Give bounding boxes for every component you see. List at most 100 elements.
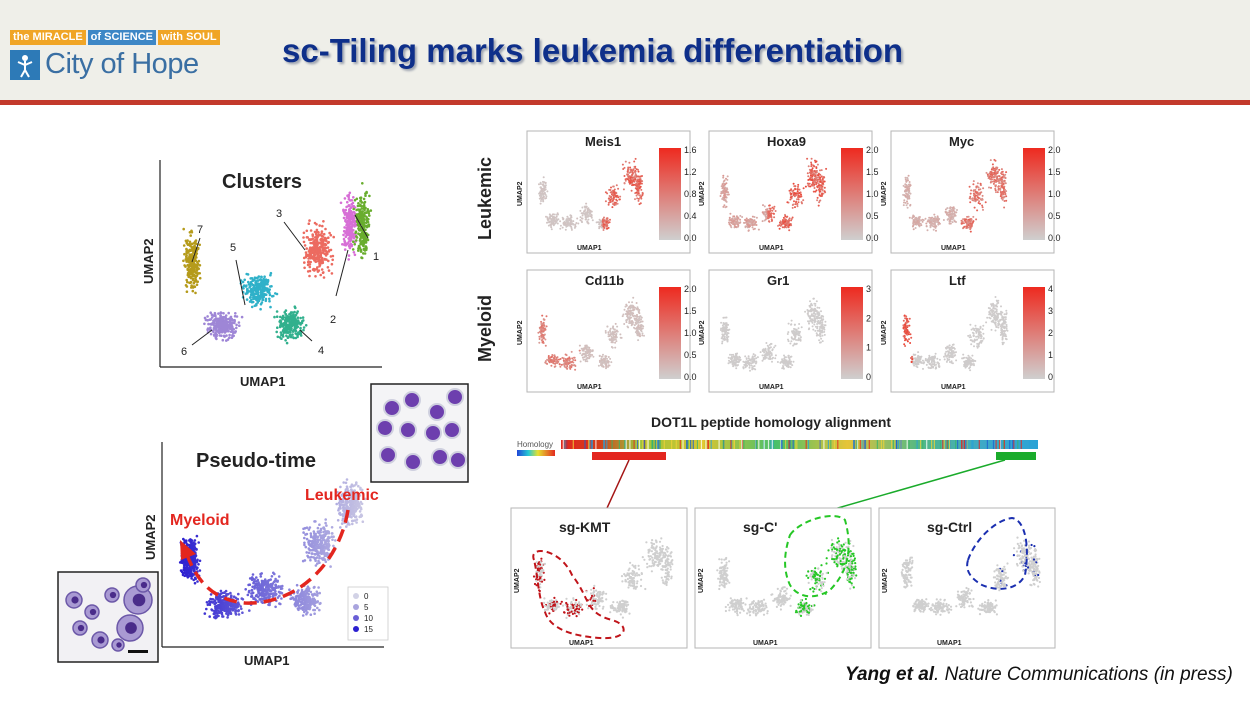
- myeloid-label: Myeloid: [170, 512, 230, 529]
- pseudotime-legend: 0 5 10 15: [347, 586, 389, 641]
- legend-0: 0: [364, 592, 369, 601]
- axis-x-label: UMAP1: [759, 245, 784, 252]
- scale-tick: 1: [1048, 350, 1053, 360]
- gene-label: Cd11b: [585, 273, 624, 288]
- scale-tick: 1.5: [684, 306, 697, 316]
- axis-x-label: UMAP1: [941, 384, 966, 391]
- scale-tick: 0.0: [684, 372, 697, 382]
- axis-y-label: UMAP2: [517, 320, 524, 345]
- gene-label: Hoxa9: [767, 134, 806, 149]
- color-scale: [841, 287, 863, 379]
- cluster-leader-lines: [191, 214, 369, 346]
- cluster-label-4: 4: [318, 345, 324, 357]
- alignment-title: DOT1L peptide homology alignment: [651, 414, 891, 430]
- axis-x-label: UMAP1: [569, 640, 594, 647]
- enrichment-outline: [966, 516, 1028, 590]
- cluster-label-5: 5: [230, 242, 236, 254]
- enrichment-outline: [784, 515, 850, 598]
- scale-tick: 2.0: [1048, 145, 1061, 155]
- gene-label: Gr1: [767, 273, 789, 288]
- homology-track: [561, 440, 1038, 449]
- row-label-leukemic: Leukemic: [475, 157, 495, 240]
- axis-x-label: UMAP1: [759, 384, 784, 391]
- axis-x-label: UMAP1: [937, 640, 962, 647]
- homology-scale: [517, 450, 555, 456]
- sg-label: sg-Ctrl: [927, 519, 972, 535]
- scale-tick: 1.0: [866, 189, 879, 199]
- feature-plots: Meis1 1.6 1.2 0.8 0.4 0.0 UMAP1 UMAP2 Hoxa9 2.0 1.…: [517, 130, 1061, 393]
- sg-plot-3: sg-Ctrl UMAP1 UMAP2: [878, 507, 1056, 649]
- logo-brand: City of Hope: [45, 48, 199, 80]
- axis-y-label: UMAP2: [514, 568, 521, 593]
- scale-tick: 0: [1048, 372, 1053, 382]
- myeloid-cell-image: [57, 571, 159, 663]
- enrichment-outline: [532, 550, 625, 640]
- cluster-label-3: 3: [276, 208, 282, 220]
- scale-tick: 3: [866, 284, 871, 294]
- leukemic-label: Leukemic: [305, 487, 379, 504]
- axis-y-label: UMAP2: [698, 568, 705, 593]
- axis-x-label: UMAP1: [941, 245, 966, 252]
- scale-tick: 0.4: [684, 211, 697, 221]
- clusters-ylabel: UMAP2: [141, 238, 156, 284]
- trajectory-arrowhead-icon: [180, 540, 196, 560]
- scale-tick: 0.5: [1048, 211, 1061, 221]
- axis-y-label: UMAP2: [699, 181, 706, 206]
- homology-alignment: DOT1L peptide homology alignment Homolog…: [517, 414, 1038, 520]
- sg-label: sg-KMT: [559, 519, 611, 535]
- color-scale: [1023, 287, 1045, 379]
- scale-bar: [128, 650, 148, 653]
- scale-tick: 0.0: [866, 233, 879, 243]
- clusters-panel: Clusters UMAP1 UMAP2 1 2 3 4 5 6 7: [141, 160, 382, 389]
- scale-tick: 1.6: [684, 145, 697, 155]
- clusters-scatter: [182, 182, 373, 345]
- feature-plot-myc: Myc 2.0 1.5 1.0 0.5 0.0 UMAP1 UMAP2: [881, 130, 1061, 254]
- logo-figure-icon: [10, 49, 40, 80]
- trajectory-arrow: [184, 509, 350, 605]
- citation: Yang et al. Nature Communications (in pr…: [845, 664, 1233, 686]
- pseudotime-panel: Pseudo-time UMAP1 UMAP2 Myeloid Leukemic…: [143, 442, 389, 668]
- color-scale: [659, 287, 681, 379]
- sg-label: sg-C': [743, 519, 777, 535]
- clusters-xlabel: UMAP1: [240, 374, 286, 389]
- scale-tick: 2.0: [684, 284, 697, 294]
- axis-x-label: UMAP1: [753, 640, 778, 647]
- sg-plots: sg-KMT UMAP1 UMAP2 sg-C' UMAP1 UMAP2 sg-Ctrl UM…: [510, 507, 1056, 649]
- sg-plot-2: sg-C' UMAP1 UMAP2: [694, 507, 872, 649]
- gene-label: Myc: [949, 134, 974, 149]
- feature-plot-gr1: Gr1 3 2 1 0 UMAP1 UMAP2: [699, 269, 873, 393]
- scale-tick: 1.5: [866, 167, 879, 177]
- gene-label: Meis1: [585, 134, 621, 149]
- axis-x-label: UMAP1: [577, 245, 602, 252]
- scale-tick: 0.5: [684, 350, 697, 360]
- leukemic-cell-image: [370, 383, 469, 483]
- scale-tick: 1.0: [1048, 189, 1061, 199]
- homology-label: Homology: [517, 440, 553, 449]
- feature-plot-cd11b: Cd11b 2.0 1.5 1.0 0.5 0.0 UMAP1 UMAP2: [517, 269, 697, 393]
- scale-tick: 1: [866, 343, 871, 353]
- cluster-label-7: 7: [197, 224, 203, 236]
- pseudotime-xlabel: UMAP1: [244, 653, 290, 668]
- axis-x-label: UMAP1: [577, 384, 602, 391]
- legend-5: 5: [364, 603, 369, 612]
- gene-label: Ltf: [949, 273, 966, 288]
- scale-tick: 4: [1048, 284, 1053, 294]
- axis-y-label: UMAP2: [882, 568, 889, 593]
- logo-tag: with SOUL: [158, 30, 220, 45]
- legend-10: 10: [364, 614, 373, 623]
- scale-tick: 0.5: [866, 211, 879, 221]
- scale-tick: 0.8: [684, 189, 697, 199]
- feature-plot-hoxa9: Hoxa9 2.0 1.5 1.0 0.5 0.0 UMAP1 UMAP2: [699, 130, 879, 254]
- color-scale: [1023, 148, 1045, 240]
- citation-journal: . Nature Communications (in press): [934, 664, 1233, 685]
- logo-tag: the MIRACLE: [10, 30, 86, 45]
- scale-tick: 3: [1048, 306, 1053, 316]
- pseudotime-ylabel: UMAP2: [143, 514, 158, 560]
- pseudotime-title: Pseudo-time: [196, 450, 316, 472]
- kmt-domain-bar: [592, 452, 666, 460]
- axis-y-label: UMAP2: [881, 181, 888, 206]
- scale-tick: 1.2: [684, 167, 697, 177]
- slide-header: the MIRACLE of SCIENCE with SOUL City of…: [0, 0, 1250, 105]
- cluster-label-1: 1: [373, 251, 379, 263]
